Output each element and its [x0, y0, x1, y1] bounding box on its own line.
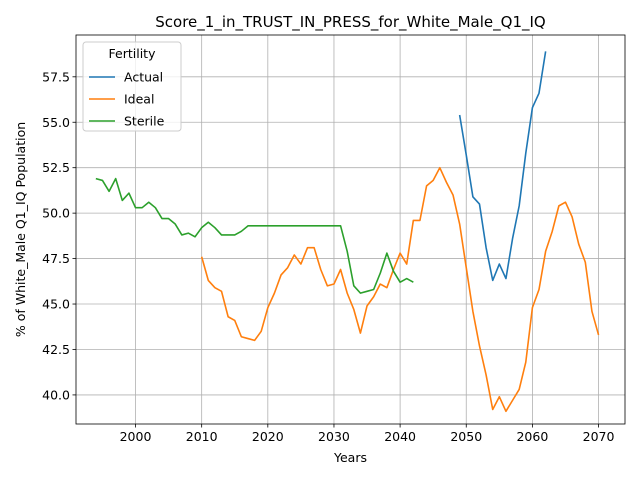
x-tick-label: 2030: [318, 429, 350, 444]
series-line-ideal: [200, 166, 600, 413]
series-line-actual: [458, 51, 547, 282]
x-tick-label: 2010: [186, 429, 218, 444]
y-tick-label: 42.5: [42, 342, 70, 357]
legend-title: Fertility: [109, 46, 157, 61]
legend-label-actual: Actual: [124, 70, 163, 85]
x-tick-label: 2060: [516, 429, 548, 444]
legend-label-ideal: Ideal: [124, 92, 154, 107]
y-tick-label: 40.0: [42, 387, 70, 402]
x-tick-label: 2020: [252, 429, 284, 444]
legend-items: Actual Ideal Sterile: [89, 70, 165, 129]
grid: [76, 35, 625, 424]
y-tick-label: 45.0: [42, 297, 70, 312]
y-tick-label: 55.0: [42, 115, 70, 130]
legend-label-sterile: Sterile: [124, 114, 165, 129]
x-tick-label: 2000: [120, 429, 152, 444]
legend: Fertility Actual Ideal Sterile: [82, 41, 182, 132]
x-tick-label: 2050: [450, 429, 482, 444]
y-axis-ticks: 40.0 42.5 45.0 47.5 50.0 52.5 55.0 57.5: [42, 69, 76, 402]
chart-title: Score_1_in_TRUST_IN_PRESS_for_White_Male…: [155, 13, 545, 32]
x-axis-title: Years: [333, 450, 367, 465]
y-tick-label: 52.5: [42, 160, 70, 175]
y-tick-label: 50.0: [42, 206, 70, 221]
x-tick-label: 2070: [583, 429, 615, 444]
series-line-sterile: [95, 177, 414, 294]
series-lines: [95, 51, 600, 413]
y-tick-label: 47.5: [42, 251, 70, 266]
x-tick-label: 2040: [384, 429, 416, 444]
legend-box: [82, 41, 182, 132]
x-axis-ticks: 2000 2010 2020 2030 2040 2050 2060 2070: [120, 424, 615, 444]
y-axis-title: % of White_Male Q1_IQ Population: [13, 122, 28, 337]
plot-area-frame: [75, 34, 626, 425]
y-tick-label: 57.5: [42, 69, 70, 84]
